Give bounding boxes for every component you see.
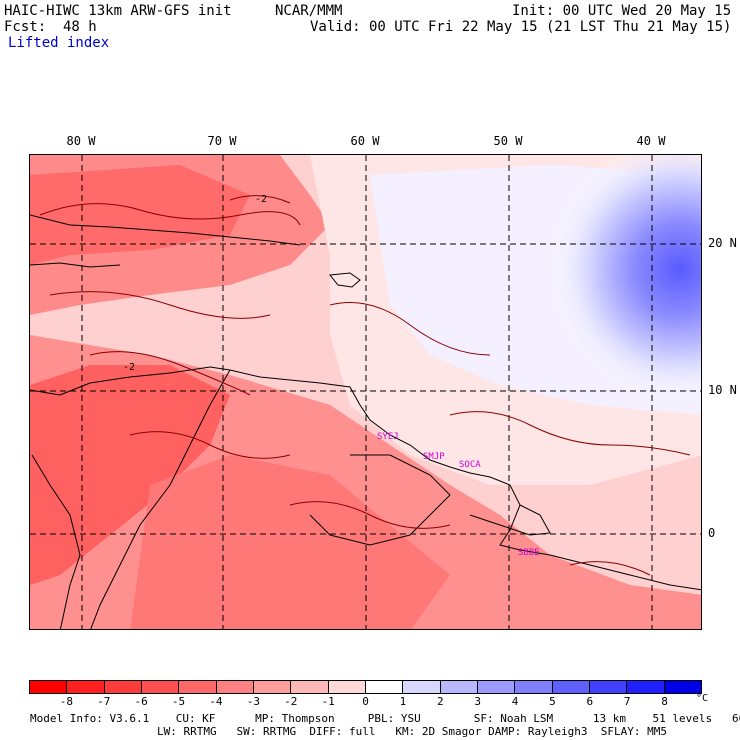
lat-label-10n: 10 N xyxy=(708,383,737,397)
colorbar-swatch xyxy=(141,681,180,693)
field-zone-andes xyxy=(30,365,230,585)
colorbar-swatch xyxy=(664,681,701,693)
station-smjp: SMJP xyxy=(423,452,445,462)
colorbar-tick-label: 6 xyxy=(586,695,594,708)
colorbar-swatch xyxy=(30,681,68,693)
colorbar-swatch xyxy=(104,681,142,693)
colorbar-tick-label: -3 xyxy=(246,695,260,708)
colorbar-swatch xyxy=(515,681,553,693)
model-info-line2: LW: RRTMG SW: RRTMG DIFF: full KM: 2D Sm… xyxy=(157,725,667,738)
colorbar-swatch xyxy=(477,681,516,693)
lon-label-50w: 50 W xyxy=(493,134,523,148)
colorbar-tick-label: -5 xyxy=(171,695,186,708)
colorbar-swatch xyxy=(328,681,366,693)
lon-label-60w: 60 W xyxy=(350,134,380,148)
coastlines xyxy=(30,214,701,629)
colorbar-tick-label: 8 xyxy=(661,695,668,708)
colorbar-tick-label: -6 xyxy=(134,695,148,708)
field-name: Lifted index xyxy=(8,35,110,51)
model-info-line1: Model Info: V3.6.1 CU: KF MP: Thompson P… xyxy=(30,712,740,725)
init-time: Init: 00 UTC Wed 20 May 15 xyxy=(512,3,732,19)
colorbar-tick-label: 3 xyxy=(474,695,481,708)
model-title: HAIC-HIWC 13km ARW-GFS init xyxy=(4,3,232,19)
field-zone-caribbean-core xyxy=(30,165,250,265)
forecast-hour: Fcst: 48 h xyxy=(4,19,97,35)
lat-label-0: 0 xyxy=(708,526,716,540)
colorbar-swatch xyxy=(253,681,292,693)
colorbar-swatch xyxy=(627,681,665,693)
colorbar-tick-label: 4 xyxy=(511,695,519,708)
colorbar-swatch xyxy=(179,681,217,693)
contour-lines xyxy=(39,195,691,576)
colorbar-tick-label: -2 xyxy=(284,695,298,708)
lat-label-20n: 20 N xyxy=(708,236,737,250)
svg-text:-2: -2 xyxy=(123,362,135,373)
station-soca: SOCA xyxy=(459,460,481,470)
colorbar-swatch xyxy=(589,681,628,693)
colorbar-tick-label: -7 xyxy=(97,695,111,708)
field-zone-interior xyxy=(130,455,450,629)
colorbar-swatch xyxy=(67,681,105,693)
station-syej: SYEJ xyxy=(377,432,399,442)
lifted-index-map[interactable]: -2 -2 xyxy=(29,154,702,630)
lon-label-40w: 40 W xyxy=(636,134,666,148)
colorbar-tick-label: -1 xyxy=(321,695,335,708)
map-canvas: -2 -2 xyxy=(30,155,701,629)
colorbar-swatch xyxy=(216,681,254,693)
lon-label-80w: 80 W xyxy=(66,134,96,148)
colorbar-tick-label: 5 xyxy=(549,695,556,708)
lon-label-70w: 70 W xyxy=(207,134,237,148)
colorbar-tick-label: 7 xyxy=(623,695,631,708)
colorbar-unit: °C xyxy=(696,693,709,704)
colorbar-swatch xyxy=(365,681,404,693)
colorbar xyxy=(29,680,702,694)
field-zone-positive xyxy=(410,155,701,455)
colorbar-swatch xyxy=(403,681,441,693)
colorbar-tick-label: -8 xyxy=(59,695,73,708)
colorbar-swatch xyxy=(552,681,590,693)
svg-text:-2: -2 xyxy=(255,194,267,205)
valid-time: Valid: 00 UTC Fri 22 May 15 (21 LST Thu … xyxy=(310,19,732,35)
contour-labels: -2 -2 xyxy=(123,194,267,373)
colorbar-tick-label: -4 xyxy=(209,695,223,708)
colorbar-tick-label: 1 xyxy=(399,695,407,708)
colorbar-swatch xyxy=(440,681,478,693)
graticule xyxy=(30,155,701,629)
org-label: NCAR/MMM xyxy=(275,3,343,19)
colorbar-tick-label: 2 xyxy=(436,695,444,708)
station-sbbe: SBBE xyxy=(518,548,540,558)
colorbar-swatch xyxy=(291,681,329,693)
colorbar-tick-label: 0 xyxy=(362,695,369,708)
